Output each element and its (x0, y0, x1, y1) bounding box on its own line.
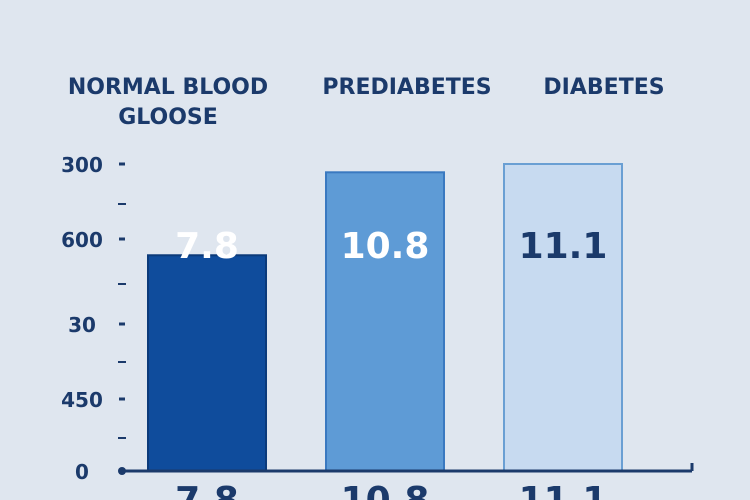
bar (503, 163, 623, 472)
bars: 7.8 10.8 11.1 (147, 163, 623, 472)
bottom-value-label: 11.1 (519, 480, 608, 500)
bottom-value-label: 7.8 (175, 480, 239, 500)
bottom-value-label: 10.8 (341, 480, 430, 500)
category-label: DIABETES (543, 75, 664, 100)
y-tick-label: 30 (68, 313, 96, 337)
value-label: 11.1 (519, 226, 608, 267)
y-tick-label: 600 (61, 228, 103, 252)
y-axis: 300 600 30 450 0 (61, 153, 126, 484)
bar (325, 171, 445, 472)
value-label: 7.8 (175, 226, 239, 267)
category-label: GLOOSE (118, 105, 218, 130)
bar (147, 254, 267, 472)
y-tick-label: 0 (75, 460, 89, 484)
x-axis-start-dot (118, 467, 126, 475)
value-label: 10.8 (341, 226, 430, 267)
category-labels: NORMAL BLOOD GLOOSE PREDIABETES DIABETES (68, 75, 665, 130)
y-tick-label: 300 (61, 153, 103, 177)
category-label: PREDIABETES (322, 75, 491, 100)
x-axis (118, 463, 694, 475)
y-tick-label: 450 (61, 388, 103, 412)
category-label: NORMAL BLOOD (68, 75, 268, 100)
bottom-labels: 7.8 10.8 11.1 (175, 480, 607, 500)
